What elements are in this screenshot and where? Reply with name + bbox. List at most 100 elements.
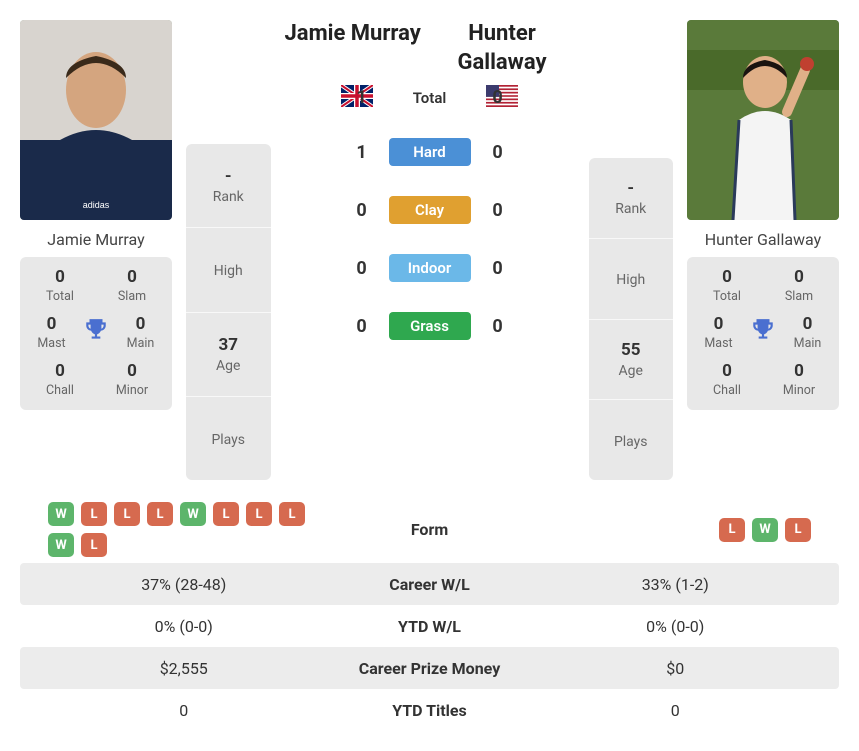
player1-name-small[interactable]: Jamie Murray — [20, 230, 172, 251]
player2-photo — [687, 20, 839, 220]
h2h-grass-row: 0 Grass 0 — [285, 312, 575, 340]
form-loss-badge[interactable]: L — [719, 518, 745, 542]
p2-minor-num: 0 — [763, 361, 835, 381]
p2-total-cell: 0 Total — [691, 267, 763, 304]
p1-prize: $2,555 — [30, 659, 320, 678]
stats-ytdwl-row: 0% (0-0) YTD W/L 0% (0-0) — [20, 605, 839, 647]
p1-rank-lbl: Rank — [213, 189, 244, 205]
surface-indoor-pill[interactable]: Indoor — [389, 254, 471, 282]
p2-prize: $0 — [540, 659, 830, 678]
stats-ytdtitles-label: YTD Titles — [320, 701, 540, 720]
p1-minor-lbl: Minor — [96, 383, 168, 398]
form-loss-badge[interactable]: L — [147, 502, 173, 526]
p1-total-num: 0 — [24, 267, 96, 287]
p2-high-lbl: High — [616, 272, 645, 288]
p1-chall-cell: 0 Chall — [24, 361, 96, 398]
stats-careerwl-label: Career W/L — [320, 575, 540, 594]
stats-ytdwl-label: YTD W/L — [320, 617, 540, 636]
stats-form-label: Form — [320, 520, 540, 539]
h2h-hard-p2: 0 — [471, 142, 525, 163]
h2h-grass-p1: 0 — [335, 316, 389, 337]
h2h-indoor-p1: 0 — [335, 258, 389, 279]
p1-rank-val: - — [225, 166, 232, 186]
p2-slam-lbl: Slam — [763, 289, 835, 304]
player1-photo: adidas — [20, 20, 172, 220]
p2-slam-num: 0 — [763, 267, 835, 287]
p2-age-row: 55 Age — [589, 320, 674, 401]
p1-minor-cell: 0 Minor — [96, 361, 168, 398]
p2-age-val: 55 — [621, 340, 641, 360]
p1-chall-lbl: Chall — [24, 383, 96, 398]
form-loss-badge[interactable]: L — [114, 502, 140, 526]
p2-mast-lbl: Mast — [691, 336, 746, 351]
player2-info: - Rank High 55 Age Plays — [589, 158, 674, 480]
h2h-total-p1: 1 — [335, 87, 389, 108]
h2h-indoor-row: 0 Indoor 0 — [285, 254, 575, 282]
comparison-table: WLLLWLLLWL Form LWL 37% (28-48) Career W… — [20, 496, 839, 731]
p1-main-cell: 0 Main — [113, 314, 168, 351]
p2-mast-num: 0 — [691, 314, 746, 334]
p1-plays-row: Plays — [186, 397, 271, 480]
p2-chall-cell: 0 Chall — [691, 361, 763, 398]
h2h-hard-row: 1 Hard 0 — [285, 138, 575, 166]
svg-text:adidas: adidas — [83, 200, 110, 210]
p2-plays-lbl: Plays — [614, 434, 648, 450]
p1-slam-cell: 0 Slam — [96, 267, 168, 304]
p1-trophy-cell — [79, 317, 113, 347]
p1-slam-num: 0 — [96, 267, 168, 287]
p2-chall-num: 0 — [691, 361, 763, 381]
p2-mast-cell: 0 Mast — [691, 314, 746, 351]
surface-total-label: Total — [389, 89, 471, 107]
form-loss-badge[interactable]: L — [81, 533, 107, 557]
p1-age-val: 37 — [218, 335, 238, 355]
h2h-clay-p1: 0 — [335, 200, 389, 221]
p1-minor-num: 0 — [96, 361, 168, 381]
h2h-clay-p2: 0 — [471, 200, 525, 221]
p2-age-lbl: Age — [619, 363, 643, 379]
p2-main-cell: 0 Main — [780, 314, 835, 351]
p2-total-num: 0 — [691, 267, 763, 287]
form-win-badge[interactable]: W — [48, 533, 74, 557]
player2-name-small[interactable]: Hunter Gallaway — [687, 230, 839, 251]
head-to-head: Jamie Murray Hunter Gallaway — [285, 20, 575, 480]
p1-mast-cell: 0 Mast — [24, 314, 79, 351]
trophy-icon — [750, 317, 776, 343]
p2-chall-lbl: Chall — [691, 383, 763, 398]
surface-hard-pill[interactable]: Hard — [389, 138, 471, 166]
player1-card: adidas Jamie Murray 0 Total 0 Slam — [20, 20, 172, 480]
p2-slam-cell: 0 Slam — [763, 267, 835, 304]
p1-slam-lbl: Slam — [96, 289, 168, 304]
p2-trophy-cell — [746, 317, 780, 347]
form-loss-badge[interactable]: L — [81, 502, 107, 526]
p1-high-row: High — [186, 228, 271, 312]
p2-ytd-wl: 0% (0-0) — [540, 617, 830, 636]
p1-age-lbl: Age — [216, 358, 240, 374]
player1-name-big[interactable]: Jamie Murray — [285, 20, 421, 77]
p1-high-lbl: High — [214, 263, 243, 279]
stats-prize-row: $2,555 Career Prize Money $0 — [20, 647, 839, 689]
h2h-indoor-p2: 0 — [471, 258, 525, 279]
p1-total-cell: 0 Total — [24, 267, 96, 304]
stats-careerwl-row: 37% (28-48) Career W/L 33% (1-2) — [20, 563, 839, 605]
p1-career-wl: 37% (28-48) — [30, 575, 320, 594]
form-win-badge[interactable]: W — [180, 502, 206, 526]
surface-clay-pill[interactable]: Clay — [389, 196, 471, 224]
p1-total-lbl: Total — [24, 289, 96, 304]
surface-grass-pill[interactable]: Grass — [389, 312, 471, 340]
form-loss-badge[interactable]: L — [213, 502, 239, 526]
form-loss-badge[interactable]: L — [246, 502, 272, 526]
p2-minor-lbl: Minor — [763, 383, 835, 398]
p1-plays-lbl: Plays — [211, 432, 245, 448]
form-loss-badge[interactable]: L — [785, 518, 811, 542]
form-win-badge[interactable]: W — [48, 502, 74, 526]
stats-prize-label: Career Prize Money — [320, 659, 540, 678]
p2-rank-row: - Rank — [589, 158, 674, 239]
player2-name-big[interactable]: Hunter Gallaway — [430, 20, 575, 77]
form-win-badge[interactable]: W — [752, 518, 778, 542]
h2h-total-p2: 0 — [471, 87, 525, 108]
p2-rank-val: - — [627, 178, 634, 198]
player1-info: - Rank High 37 Age Plays — [186, 144, 271, 480]
p1-main-num: 0 — [113, 314, 168, 334]
form-loss-badge[interactable]: L — [279, 502, 305, 526]
p2-high-row: High — [589, 239, 674, 320]
